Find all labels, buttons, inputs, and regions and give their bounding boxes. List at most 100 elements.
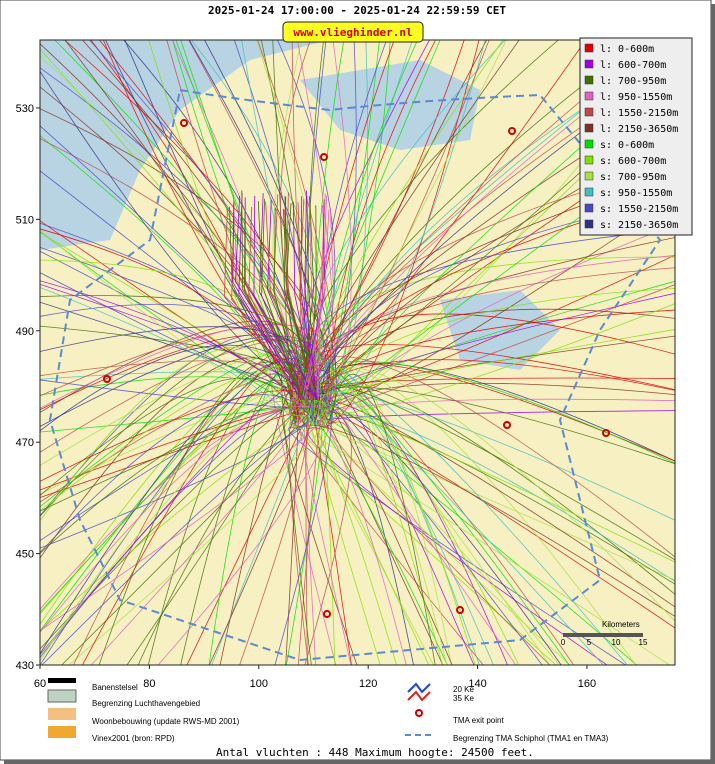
track: [40, 284, 323, 414]
shadow: [4, 760, 715, 764]
legend-label: s: 0-600m: [600, 140, 654, 151]
track: [253, 195, 311, 401]
track: [283, 196, 307, 401]
shadow: [711, 4, 715, 764]
exit-point: [503, 421, 511, 429]
track: [296, 40, 334, 423]
legend-label: l: 1550-2150m: [600, 108, 678, 119]
track: [40, 228, 299, 414]
track: [148, 40, 304, 431]
legend-swatch: [584, 91, 594, 101]
exit-point: [180, 119, 188, 127]
track: [319, 402, 562, 665]
track: [308, 195, 319, 401]
track: [244, 197, 318, 401]
track: [305, 411, 309, 665]
map: [40, 40, 675, 665]
track: [232, 203, 305, 401]
x-tick-label: 60: [34, 678, 46, 690]
track: [286, 192, 303, 401]
track: [320, 63, 675, 423]
track: [265, 201, 320, 401]
exit-point: [602, 429, 610, 437]
track: [295, 424, 675, 617]
track: [232, 194, 305, 401]
y-tick-label: 450: [16, 549, 34, 561]
track: [326, 369, 443, 665]
exit-point: [456, 606, 464, 614]
track: [301, 197, 315, 401]
legend-text: TMA exit point: [453, 716, 504, 725]
legend-swatch: [584, 59, 594, 69]
track: [284, 209, 313, 401]
legend-swatch: [584, 171, 594, 181]
scale-label: 0: [561, 638, 566, 647]
track: [235, 195, 314, 401]
legend-swatch: [584, 155, 594, 165]
legend-swatch: [584, 75, 594, 85]
track: [259, 193, 317, 401]
track: [241, 190, 306, 401]
x-tick-label: 120: [359, 678, 377, 690]
legend-text: Vinex2001 (bron: RPD): [92, 734, 175, 743]
y-tick-label: 470: [16, 437, 34, 449]
track: [90, 425, 295, 665]
ke35-icon: [407, 690, 431, 702]
legend-swatch: [584, 107, 594, 117]
track: [297, 202, 302, 401]
track: [40, 390, 309, 482]
legend-entries: l: 0-600m l: 600-700m l: 700-950m l: 950-15…: [584, 43, 678, 231]
track: [288, 427, 626, 665]
track: [40, 287, 295, 428]
track: [188, 40, 335, 408]
track: [223, 208, 311, 401]
track: [40, 320, 309, 413]
legend-text: 20 Ke: [453, 685, 474, 694]
track: [296, 405, 407, 665]
track: [297, 288, 675, 411]
track: [323, 383, 448, 665]
ke20-icon: [407, 682, 431, 694]
track: [238, 193, 302, 401]
water: [440, 290, 560, 370]
track: [40, 231, 311, 415]
exit-point: [103, 375, 111, 383]
url[interactable]: www.vlieghinder.nl: [293, 26, 412, 39]
track: [299, 199, 314, 401]
x-tick-label: 100: [250, 678, 268, 690]
track: [327, 386, 475, 665]
track: [40, 401, 322, 549]
runway-swatch: [48, 678, 76, 683]
legend-text: Begrenzing Luchthavengebied: [92, 699, 200, 708]
scale-label: 10: [612, 638, 621, 647]
url-badge: [282, 21, 424, 43]
track: [306, 195, 316, 401]
track: [172, 40, 302, 426]
flight-tracks: [40, 40, 675, 665]
track: [320, 40, 352, 408]
y-tick-label: 490: [16, 326, 34, 338]
legend-label: l: 600-700m: [600, 60, 666, 71]
exit-points: [103, 119, 610, 618]
scale-title: Kilometers: [602, 620, 640, 629]
exit-point: [508, 127, 516, 135]
tma-boundary: [48, 88, 662, 662]
track: [40, 402, 324, 633]
track: [329, 373, 436, 665]
track: [323, 391, 517, 665]
track: [40, 402, 331, 632]
track: [304, 190, 318, 401]
legend-label: l: 700-950m: [600, 76, 666, 87]
track: [314, 303, 675, 416]
legend-label: s: 600-700m: [600, 156, 666, 167]
exit-point: [320, 153, 328, 161]
legend-swatch: [584, 187, 594, 197]
swatch: [48, 726, 76, 738]
swatch: [47, 689, 77, 703]
track: [40, 394, 317, 553]
legend-label: l: 950-1550m: [600, 92, 672, 103]
legend-text: Begrenzing TMA Schiphol (TMA1 en TMA3): [453, 734, 609, 743]
legend-text: Banenstelsel: [92, 683, 138, 692]
scale-rect: [563, 633, 643, 637]
track: [318, 223, 675, 426]
